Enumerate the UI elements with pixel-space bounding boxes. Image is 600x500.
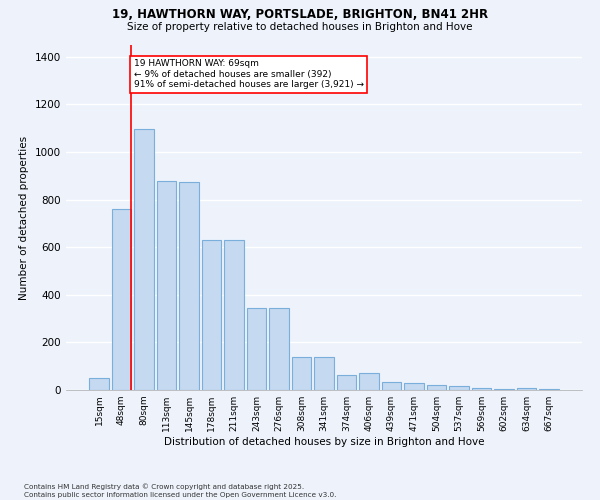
Bar <box>292 356 311 390</box>
Bar <box>134 130 154 390</box>
Bar <box>224 240 244 390</box>
Y-axis label: Number of detached properties: Number of detached properties <box>19 136 29 300</box>
Bar <box>247 308 266 390</box>
Bar <box>157 180 176 390</box>
Text: Contains HM Land Registry data © Crown copyright and database right 2025.
Contai: Contains HM Land Registry data © Crown c… <box>24 484 337 498</box>
Bar <box>359 374 379 390</box>
Bar <box>179 182 199 390</box>
Bar <box>89 378 109 390</box>
Bar <box>269 308 289 390</box>
Bar <box>539 389 559 390</box>
Text: 19 HAWTHORN WAY: 69sqm
← 9% of detached houses are smaller (392)
91% of semi-det: 19 HAWTHORN WAY: 69sqm ← 9% of detached … <box>134 60 364 89</box>
Bar <box>404 383 424 390</box>
Bar <box>314 356 334 390</box>
Text: 19, HAWTHORN WAY, PORTSLADE, BRIGHTON, BN41 2HR: 19, HAWTHORN WAY, PORTSLADE, BRIGHTON, B… <box>112 8 488 20</box>
Bar <box>494 389 514 390</box>
Bar <box>427 385 446 390</box>
X-axis label: Distribution of detached houses by size in Brighton and Hove: Distribution of detached houses by size … <box>164 437 484 447</box>
Bar <box>449 386 469 390</box>
Bar <box>202 240 221 390</box>
Bar <box>337 374 356 390</box>
Bar <box>382 382 401 390</box>
Bar <box>517 388 536 390</box>
Bar <box>112 209 131 390</box>
Text: Size of property relative to detached houses in Brighton and Hove: Size of property relative to detached ho… <box>127 22 473 32</box>
Bar <box>472 388 491 390</box>
